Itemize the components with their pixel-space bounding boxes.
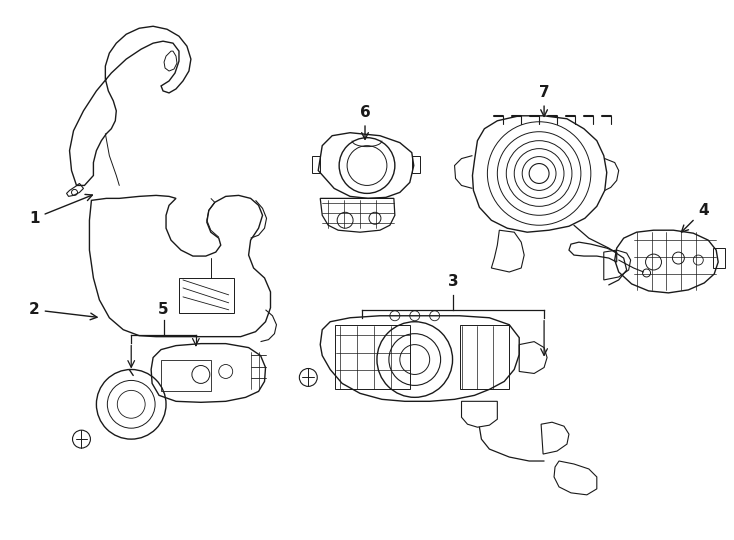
- Text: 1: 1: [29, 194, 92, 226]
- Text: 5: 5: [159, 302, 169, 318]
- Text: 6: 6: [360, 105, 371, 139]
- Bar: [312, 156, 320, 173]
- Bar: [179, 278, 233, 313]
- Text: 7: 7: [539, 85, 549, 117]
- Text: 3: 3: [448, 274, 458, 289]
- Bar: [459, 325, 509, 389]
- Text: 4: 4: [681, 203, 708, 232]
- Bar: [335, 325, 410, 389]
- Bar: [713, 248, 725, 268]
- Bar: [161, 360, 211, 392]
- Text: 2: 2: [29, 302, 97, 320]
- Bar: [412, 156, 420, 173]
